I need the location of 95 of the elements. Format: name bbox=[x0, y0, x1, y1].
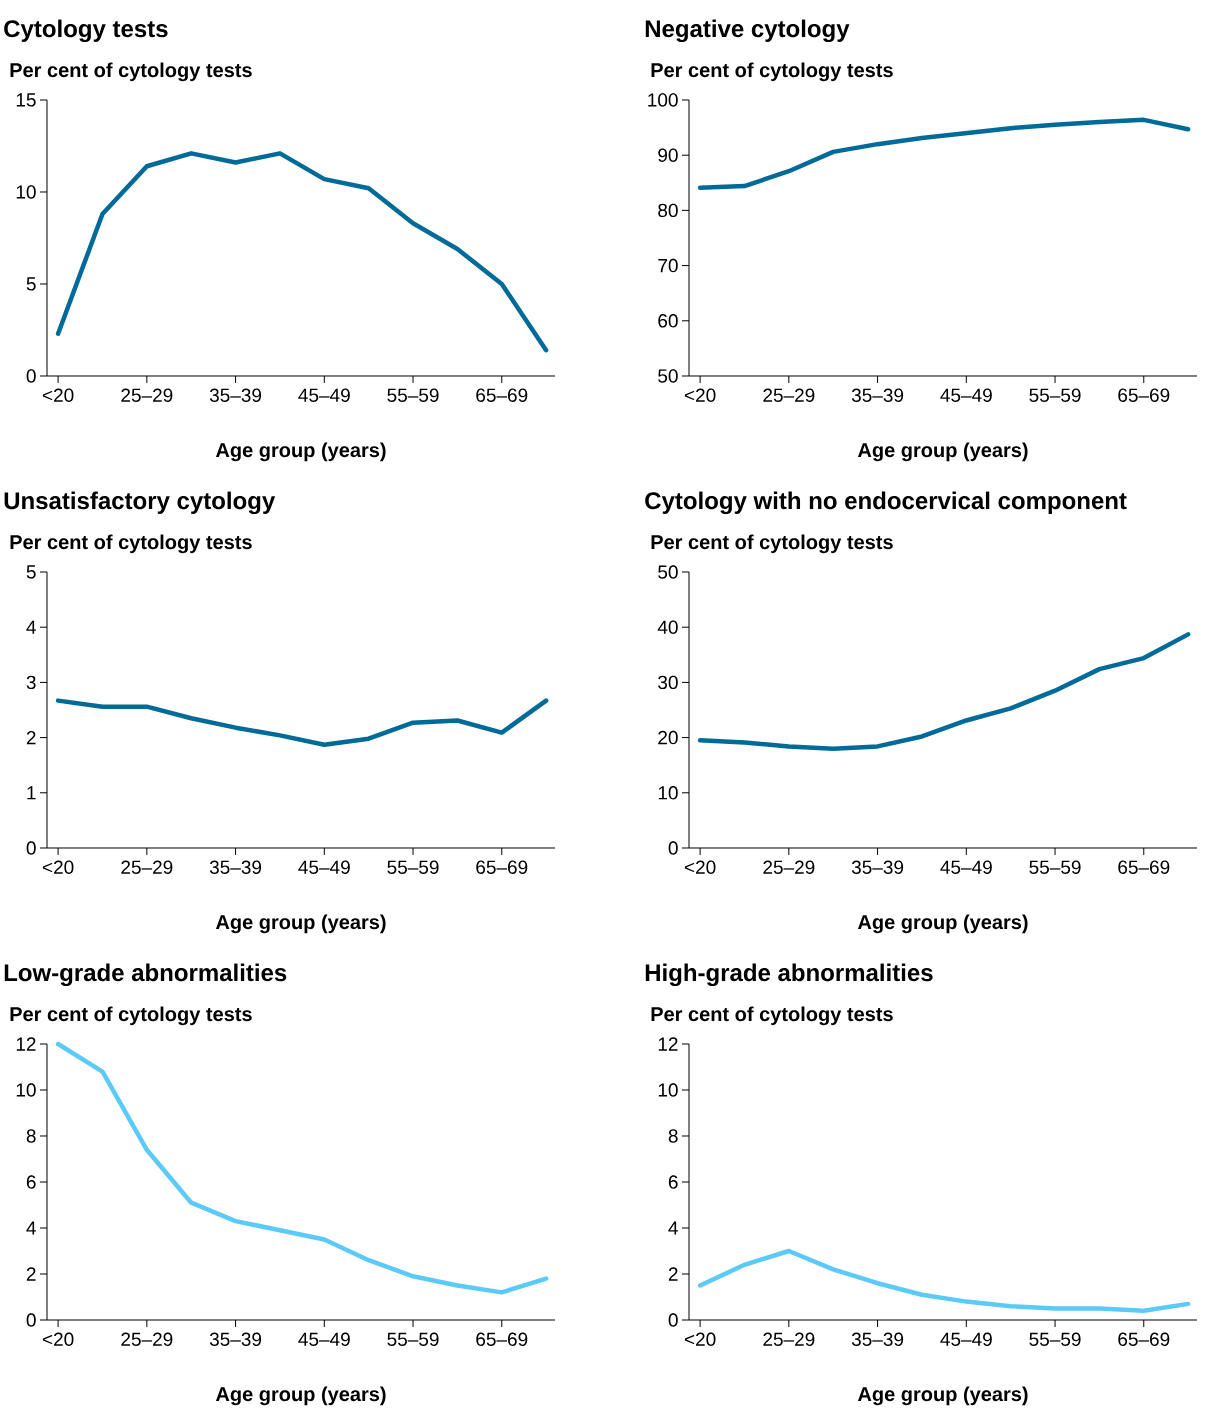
line-series bbox=[697, 632, 1191, 751]
y-axis-title: Per cent of cytology tests bbox=[651, 1006, 893, 1026]
x-tick-label: 35–39 bbox=[209, 388, 262, 402]
y-tick-label: 10 bbox=[658, 786, 678, 800]
x-tick-label: <20 bbox=[42, 388, 74, 402]
x-tick-label: 55–59 bbox=[1029, 1332, 1081, 1346]
x-tick-label: <20 bbox=[42, 860, 74, 874]
x-tick-label: 65–69 bbox=[476, 1332, 528, 1346]
x-tick-label: 25–29 bbox=[763, 388, 815, 402]
y-tick-label: 2 bbox=[26, 1267, 36, 1281]
y-tick-label: 0 bbox=[26, 841, 36, 855]
y-tick-label: 10 bbox=[16, 1083, 36, 1097]
y-tick-label: 50 bbox=[658, 369, 678, 383]
x-tick-label: 45–49 bbox=[298, 1332, 350, 1346]
x-tick-label: 55–59 bbox=[387, 1332, 439, 1346]
y-tick-label: 6 bbox=[668, 1175, 678, 1189]
y-tick-label: 6 bbox=[26, 1175, 36, 1189]
y-tick-label: 10 bbox=[658, 1083, 678, 1097]
y-tick-label: 12 bbox=[16, 1037, 36, 1051]
chart-title: Unsatisfactory cytology bbox=[4, 491, 276, 515]
x-tick-label: 55–59 bbox=[387, 388, 439, 402]
x-tick-label: 35–39 bbox=[209, 860, 262, 874]
x-tick-label: 35–39 bbox=[209, 1332, 262, 1346]
y-tick-label: 90 bbox=[658, 148, 678, 162]
x-tick-label: 65–69 bbox=[476, 860, 528, 874]
x-tick-label: 45–49 bbox=[298, 860, 350, 874]
y-tick-label: 70 bbox=[658, 258, 678, 273]
chart-title: High-grade abnormalities bbox=[645, 963, 933, 987]
x-tick-label: 35–39 bbox=[851, 388, 904, 402]
x-tick-label: 65–69 bbox=[476, 388, 528, 402]
y-tick-label: 2 bbox=[26, 730, 36, 745]
line-series bbox=[55, 151, 549, 353]
y-tick-label: 4 bbox=[26, 620, 36, 634]
x-tick-label: 25–29 bbox=[121, 1332, 173, 1346]
y-tick-label: 0 bbox=[668, 1313, 678, 1327]
line-series bbox=[697, 1248, 1191, 1314]
x-axis-title: Age group (years) bbox=[857, 914, 1028, 934]
y-tick-label: 40 bbox=[657, 620, 678, 634]
x-tick-label: 55–59 bbox=[387, 860, 439, 874]
line-series bbox=[55, 1041, 549, 1295]
y-tick-label: 8 bbox=[26, 1129, 36, 1143]
x-tick-label: 45–49 bbox=[940, 1332, 992, 1346]
x-tick-label: 25–29 bbox=[763, 1332, 815, 1346]
y-tick-label: 12 bbox=[658, 1037, 678, 1051]
y-tick-label: 0 bbox=[26, 369, 36, 383]
y-axis-title: Per cent of cytology tests bbox=[651, 534, 893, 554]
y-tick-label: 80 bbox=[658, 203, 678, 218]
y-axis-title: Per cent of cytology tests bbox=[10, 534, 252, 554]
x-tick-label: <20 bbox=[684, 1332, 716, 1346]
x-tick-label: 35–39 bbox=[851, 1332, 904, 1346]
y-tick-label: 4 bbox=[26, 1221, 36, 1235]
chart-title: Low-grade abnormalities bbox=[4, 963, 287, 987]
y-axis-title: Per cent of cytology tests bbox=[651, 62, 893, 82]
y-tick-label: 30 bbox=[658, 675, 678, 690]
y-tick-label: 0 bbox=[668, 841, 678, 855]
x-tick-label: 45–49 bbox=[940, 860, 992, 874]
y-tick-label: 15 bbox=[16, 93, 36, 107]
y-tick-label: 5 bbox=[26, 277, 36, 291]
x-tick-label: 55–59 bbox=[1029, 388, 1081, 402]
x-tick-label: <20 bbox=[42, 1332, 74, 1346]
y-tick-label: 100 bbox=[648, 93, 678, 107]
x-tick-label: 45–49 bbox=[298, 388, 350, 402]
x-tick-label: 65–69 bbox=[1118, 860, 1170, 874]
x-axis-title: Age group (years) bbox=[215, 442, 386, 462]
line-series bbox=[55, 698, 549, 748]
y-tick-label: 10 bbox=[16, 185, 36, 199]
chart-title: Negative cytology bbox=[645, 19, 850, 43]
x-tick-label: <20 bbox=[684, 388, 716, 402]
x-tick-label: 25–29 bbox=[121, 860, 173, 874]
y-tick-label: 2 bbox=[668, 1267, 678, 1281]
y-tick-label: 60 bbox=[658, 314, 678, 328]
y-tick-label: 8 bbox=[668, 1129, 678, 1143]
y-tick-label: 1 bbox=[27, 786, 36, 800]
x-tick-label: 35–39 bbox=[851, 860, 904, 874]
y-tick-label: 4 bbox=[668, 1221, 678, 1235]
x-tick-label: 65–69 bbox=[1118, 1332, 1170, 1346]
x-tick-label: 25–29 bbox=[763, 860, 815, 874]
chart-title: Cytology tests bbox=[4, 19, 168, 43]
y-tick-label: 5 bbox=[26, 565, 36, 579]
x-tick-label: <20 bbox=[684, 860, 716, 874]
x-axis-title: Age group (years) bbox=[215, 914, 386, 934]
y-tick-label: 0 bbox=[26, 1313, 36, 1327]
y-axis-title: Per cent of cytology tests bbox=[10, 1006, 252, 1026]
x-axis-title: Age group (years) bbox=[857, 442, 1028, 462]
x-tick-label: 55–59 bbox=[1029, 860, 1081, 874]
y-tick-label: 3 bbox=[26, 675, 36, 690]
chart-title: Cytology with no endocervical component bbox=[645, 491, 1127, 515]
y-tick-label: 50 bbox=[658, 565, 678, 579]
y-tick-label: 20 bbox=[658, 730, 678, 745]
y-axis-title: Per cent of cytology tests bbox=[10, 62, 252, 82]
x-axis-title: Age group (years) bbox=[215, 1386, 386, 1406]
x-tick-label: 65–69 bbox=[1118, 388, 1170, 402]
x-tick-label: 45–49 bbox=[940, 388, 992, 402]
x-axis-title: Age group (years) bbox=[857, 1386, 1028, 1406]
x-tick-label: 25–29 bbox=[121, 388, 173, 402]
